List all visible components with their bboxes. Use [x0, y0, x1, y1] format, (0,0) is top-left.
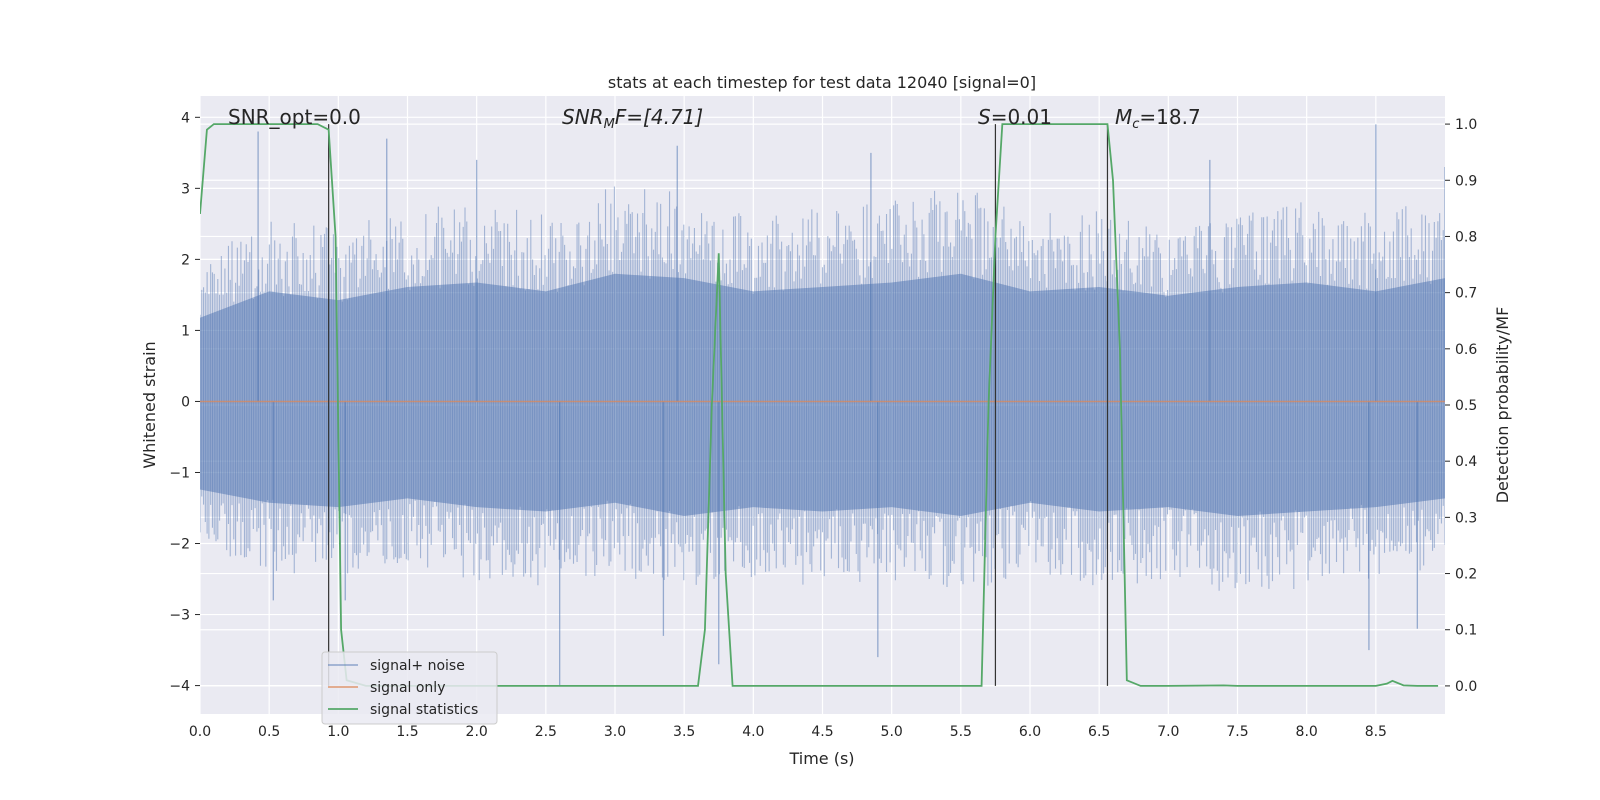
- x-tick-label: 2.5: [535, 724, 557, 740]
- y-tick-label: 4: [181, 110, 190, 126]
- y-axis-label: Whitened strain: [140, 341, 159, 468]
- y-tick-label: 0: [181, 394, 190, 410]
- x-tick-label: 3.5: [673, 724, 695, 740]
- annotation-snr-opt: SNR_opt=0.0: [228, 105, 361, 129]
- legend-box: [321, 651, 498, 725]
- y-tick-label: −1: [169, 465, 190, 481]
- annotation-s: S=0.01: [978, 105, 1052, 129]
- x-tick-label: 0.0: [189, 724, 211, 740]
- annotation-mc-rest: =18.7: [1139, 105, 1200, 129]
- x-tick-label: 8.0: [1296, 724, 1318, 740]
- y-tick-label: 3: [181, 181, 190, 197]
- y-tick-label-right: 0.9: [1455, 173, 1477, 189]
- annotation-s-rest: =0.01: [991, 105, 1052, 129]
- x-tick-label: 1.5: [396, 724, 418, 740]
- annotation-mc-sub: c: [1132, 117, 1139, 132]
- x-tick-label: 4.5: [811, 724, 833, 740]
- legend: signal+ noise signal only signal statist…: [321, 651, 498, 725]
- y-tick-label-right: 0.0: [1455, 679, 1477, 695]
- y-tick-label-right: 0.4: [1455, 454, 1477, 470]
- y-tick-label: −4: [169, 679, 190, 695]
- y-axis-ticks-left: −4 −3 −2 −1 0 1 2 3 4: [169, 110, 200, 695]
- y-tick-label: 2: [181, 252, 190, 268]
- annotation-snr-mf-sub: M: [604, 117, 615, 132]
- annotation-snr-mf-main: SNR: [562, 105, 604, 129]
- y-tick-label-right: 0.7: [1455, 286, 1477, 302]
- x-tick-label: 0.5: [258, 724, 280, 740]
- y-tick-label: 1: [181, 323, 190, 339]
- y-tick-label-right: 0.8: [1455, 229, 1477, 245]
- legend-label-signal-only: signal only: [370, 680, 445, 696]
- y-tick-label-right: 0.1: [1455, 623, 1477, 639]
- annotation-snr-mf-rest: F=[4.71]: [615, 105, 703, 129]
- x-tick-label: 8.5: [1365, 724, 1387, 740]
- annotation-mc: Mc=18.7: [1115, 105, 1201, 132]
- x-tick-label: 6.5: [1088, 724, 1110, 740]
- y-axis-label-right: Detection probability/MF: [1493, 307, 1512, 504]
- x-tick-label: 6.0: [1019, 724, 1041, 740]
- legend-label-signal-statistics: signal statistics: [370, 702, 478, 718]
- y-tick-label-right: 0.2: [1455, 567, 1477, 583]
- x-tick-label: 4.0: [742, 724, 764, 740]
- y-tick-label-right: 0.3: [1455, 510, 1477, 526]
- x-tick-label: 1.0: [327, 724, 349, 740]
- annotation-snr-mf: SNRMF=[4.71]: [562, 105, 703, 132]
- x-axis-ticks: 0.0 0.5 1.0 1.5 2.0 2.5 3.0 3.5 4.0 4.5 5.0 5.5 6.0 6…: [189, 724, 1387, 740]
- x-tick-label: 2.0: [466, 724, 488, 740]
- annotation-mc-main: M: [1115, 105, 1132, 129]
- vertical-markers: [328, 124, 1109, 686]
- y-tick-label: −2: [169, 537, 190, 553]
- chart-title: stats at each timestep for test data 120…: [608, 73, 1036, 92]
- y-tick-label-right: 0.6: [1455, 342, 1477, 358]
- x-tick-label: 3.0: [604, 724, 626, 740]
- x-tick-label: 5.0: [881, 724, 903, 740]
- x-tick-label: 7.0: [1157, 724, 1179, 740]
- y-axis-ticks-right: 0.0 0.1 0.2 0.3 0.4 0.5 0.6 0.7 0.8 0.9 1.0: [1445, 117, 1477, 695]
- x-axis-label: Time (s): [788, 749, 854, 768]
- y-tick-label-right: 1.0: [1455, 117, 1477, 133]
- x-tick-label: 5.5: [950, 724, 972, 740]
- signal-noise-series: [200, 124, 1445, 686]
- y-tick-label: −3: [169, 608, 190, 624]
- signal-statistics-line: [200, 123, 1439, 687]
- annotation-s-main: S: [978, 105, 991, 129]
- legend-label-signal-noise: signal+ noise: [370, 658, 465, 674]
- signal-noise-band: [200, 273, 1445, 516]
- y-tick-label-right: 0.5: [1455, 398, 1477, 414]
- x-tick-label: 7.5: [1226, 724, 1248, 740]
